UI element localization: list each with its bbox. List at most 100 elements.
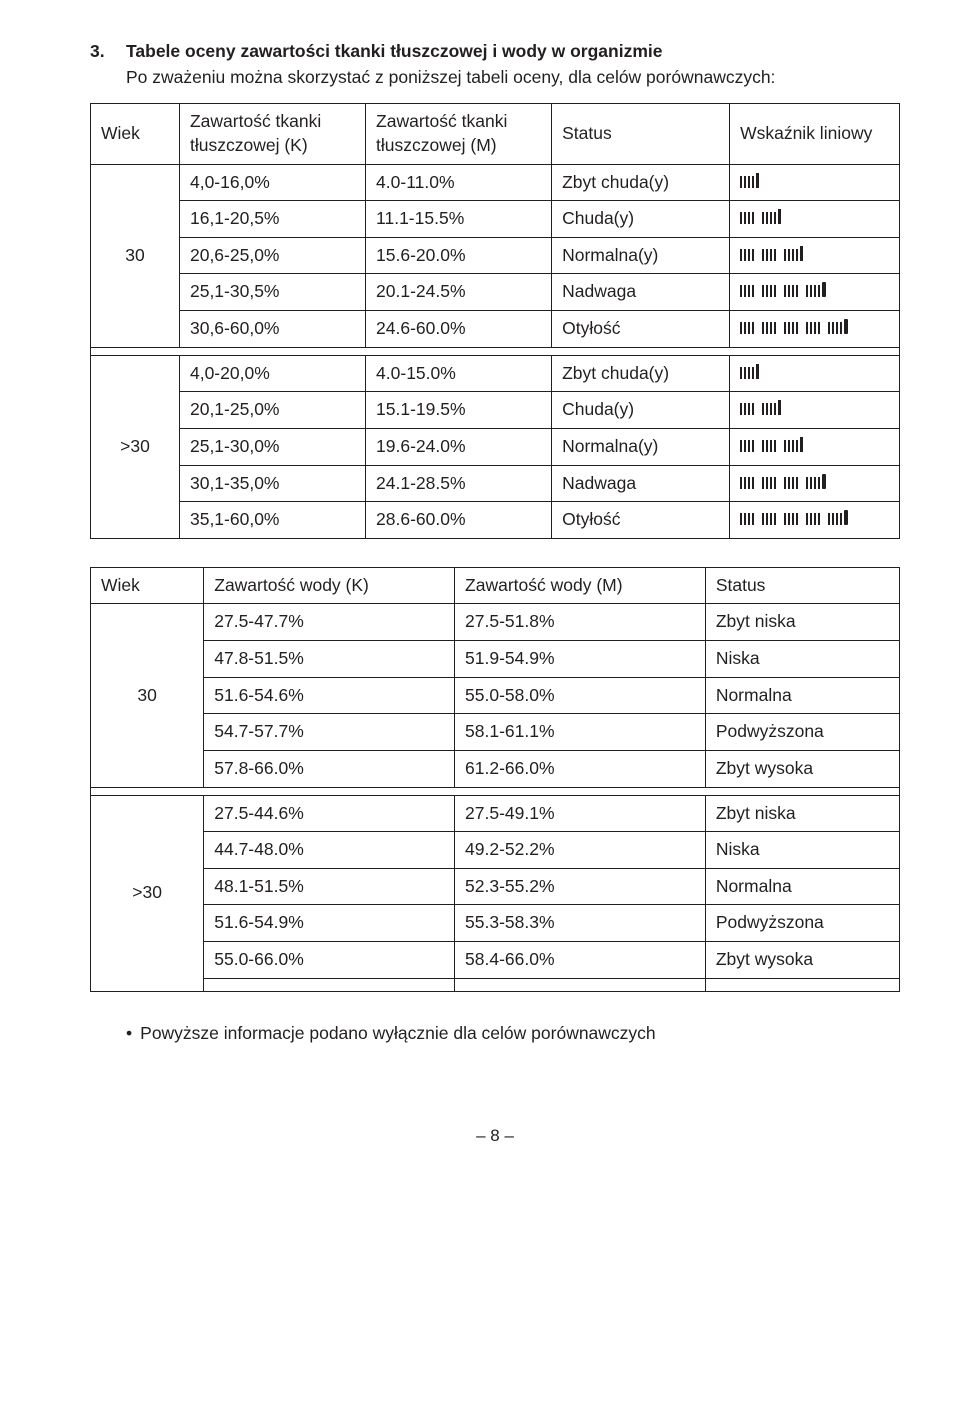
indicator-cell <box>730 237 900 274</box>
indicator-cell <box>730 428 900 465</box>
water-m-cell: 27.5-51.8% <box>455 604 706 641</box>
table-row: 57.8-66.0%61.2-66.0%Zbyt wysoka <box>91 750 900 787</box>
water-k-cell: 27.5-47.7% <box>204 604 455 641</box>
table-row: 3027.5-47.7%27.5-51.8%Zbyt niska <box>91 604 900 641</box>
table-row: >304,0-20,0%4.0-15.0%Zbyt chuda(y) <box>91 355 900 392</box>
col-indicator: Wskaźnik liniowy <box>730 104 900 164</box>
table-row: 47.8-51.5%51.9-54.9%Niska <box>91 641 900 678</box>
col-fat-k: Zawartość tkanki tłuszczowej (K) <box>179 104 365 164</box>
col-fat-m: Zawartość tkanki tłuszczowej (M) <box>366 104 552 164</box>
fat-k-cell: 4,0-16,0% <box>179 164 365 201</box>
status-cell: Chuda(y) <box>552 201 730 238</box>
footer-note-text: Powyższe informacje podano wyłącznie dla… <box>140 1022 656 1046</box>
water-k-cell: 27.5-44.6% <box>204 795 455 832</box>
separator-row <box>91 787 900 795</box>
indicator-cell <box>730 392 900 429</box>
fat-table: Wiek Zawartość tkanki tłuszczowej (K) Za… <box>90 103 900 539</box>
water-k-cell: 44.7-48.0% <box>204 832 455 869</box>
status-cell: Zbyt chuda(y) <box>552 164 730 201</box>
table-row: 25,1-30,5%20.1-24.5%Nadwaga <box>91 274 900 311</box>
status-cell <box>705 978 899 991</box>
status-cell: Normalna <box>705 677 899 714</box>
status-cell: Zbyt wysoka <box>705 750 899 787</box>
status-cell: Otyłość <box>552 502 730 539</box>
indicator-cell <box>730 502 900 539</box>
bullet-icon: • <box>126 1022 132 1046</box>
fat-k-cell: 25,1-30,5% <box>179 274 365 311</box>
table-row: 44.7-48.0%49.2-52.2%Niska <box>91 832 900 869</box>
table-row: 35,1-60,0%28.6-60.0%Otyłość <box>91 502 900 539</box>
table-row: 20,6-25,0%15.6-20.0%Normalna(y) <box>91 237 900 274</box>
fat-k-cell: 30,6-60,0% <box>179 311 365 348</box>
water-k-cell <box>204 978 455 991</box>
water-k-cell: 47.8-51.5% <box>204 641 455 678</box>
page-number: – 8 – <box>90 1125 900 1148</box>
status-cell: Normalna(y) <box>552 428 730 465</box>
table-row: 20,1-25,0%15.1-19.5%Chuda(y) <box>91 392 900 429</box>
section-intro: Po zważeniu można skorzystać z poniższej… <box>90 66 900 90</box>
section-title: Tabele oceny zawartości tkanki tłuszczow… <box>126 40 663 64</box>
water-k-cell: 48.1-51.5% <box>204 868 455 905</box>
table-header-row: Wiek Zawartość tkanki tłuszczowej (K) Za… <box>91 104 900 164</box>
status-cell: Nadwaga <box>552 465 730 502</box>
age-cell: 30 <box>91 604 204 787</box>
status-cell: Niska <box>705 832 899 869</box>
water-k-cell: 55.0-66.0% <box>204 942 455 979</box>
fat-k-cell: 30,1-35,0% <box>179 465 365 502</box>
water-m-cell: 52.3-55.2% <box>455 868 706 905</box>
fat-m-cell: 19.6-24.0% <box>366 428 552 465</box>
status-cell: Niska <box>705 641 899 678</box>
age-cell: 30 <box>91 164 180 347</box>
status-cell: Chuda(y) <box>552 392 730 429</box>
separator-row <box>91 347 900 355</box>
fat-m-cell: 20.1-24.5% <box>366 274 552 311</box>
water-m-cell: 27.5-49.1% <box>455 795 706 832</box>
col-age: Wiek <box>91 567 204 604</box>
water-table: Wiek Zawartość wody (K) Zawartość wody (… <box>90 567 900 992</box>
table-row: 30,6-60,0%24.6-60.0%Otyłość <box>91 311 900 348</box>
status-cell: Nadwaga <box>552 274 730 311</box>
section-number: 3. <box>90 40 116 64</box>
water-k-cell: 54.7-57.7% <box>204 714 455 751</box>
water-m-cell <box>455 978 706 991</box>
fat-m-cell: 15.6-20.0% <box>366 237 552 274</box>
fat-k-cell: 35,1-60,0% <box>179 502 365 539</box>
table-row: 51.6-54.9%55.3-58.3%Podwyższona <box>91 905 900 942</box>
water-m-cell: 49.2-52.2% <box>455 832 706 869</box>
indicator-cell <box>730 201 900 238</box>
fat-m-cell: 24.6-60.0% <box>366 311 552 348</box>
table-row: 51.6-54.6%55.0-58.0%Normalna <box>91 677 900 714</box>
table-header-row: Wiek Zawartość wody (K) Zawartość wody (… <box>91 567 900 604</box>
age-cell: >30 <box>91 355 180 538</box>
col-water-k: Zawartość wody (K) <box>204 567 455 604</box>
status-cell: Zbyt chuda(y) <box>552 355 730 392</box>
indicator-cell <box>730 311 900 348</box>
water-m-cell: 58.4-66.0% <box>455 942 706 979</box>
col-age: Wiek <box>91 104 180 164</box>
table-row: 55.0-66.0%58.4-66.0%Zbyt wysoka <box>91 942 900 979</box>
fat-m-cell: 15.1-19.5% <box>366 392 552 429</box>
fat-m-cell: 28.6-60.0% <box>366 502 552 539</box>
indicator-cell <box>730 164 900 201</box>
fat-m-cell: 24.1-28.5% <box>366 465 552 502</box>
table-row <box>91 978 900 991</box>
water-k-cell: 51.6-54.6% <box>204 677 455 714</box>
indicator-cell <box>730 465 900 502</box>
status-cell: Zbyt wysoka <box>705 942 899 979</box>
status-cell: Zbyt niska <box>705 795 899 832</box>
fat-k-cell: 16,1-20,5% <box>179 201 365 238</box>
section-heading: 3. Tabele oceny zawartości tkanki tłuszc… <box>90 40 900 64</box>
fat-m-cell: 11.1-15.5% <box>366 201 552 238</box>
table-row: 25,1-30,0%19.6-24.0%Normalna(y) <box>91 428 900 465</box>
status-cell: Normalna(y) <box>552 237 730 274</box>
status-cell: Normalna <box>705 868 899 905</box>
fat-m-cell: 4.0-15.0% <box>366 355 552 392</box>
fat-k-cell: 25,1-30,0% <box>179 428 365 465</box>
water-k-cell: 51.6-54.9% <box>204 905 455 942</box>
col-water-m: Zawartość wody (M) <box>455 567 706 604</box>
col-status: Status <box>705 567 899 604</box>
indicator-cell <box>730 355 900 392</box>
water-m-cell: 58.1-61.1% <box>455 714 706 751</box>
age-cell: >30 <box>91 795 204 991</box>
indicator-cell <box>730 274 900 311</box>
